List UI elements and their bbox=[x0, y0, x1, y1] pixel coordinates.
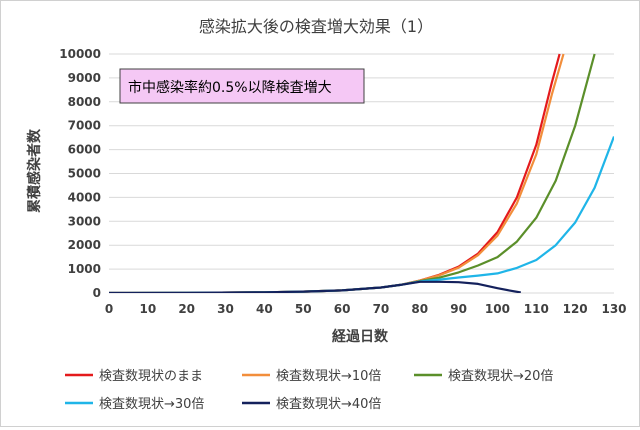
y-tick-label: 0 bbox=[93, 286, 101, 300]
y-tick-label: 5000 bbox=[68, 167, 101, 181]
legend-label-3: 検査数現状→20倍 bbox=[448, 369, 553, 384]
annotation-text: 市中感染率約0.5%以降検査増大 bbox=[128, 79, 332, 96]
y-tick-label: 10000 bbox=[59, 47, 101, 61]
x-tick-label: 110 bbox=[524, 302, 549, 316]
x-tick-label: 20 bbox=[178, 302, 195, 316]
legend-label-4: 検査数現状→30倍 bbox=[99, 397, 204, 412]
y-tick-label: 1000 bbox=[68, 262, 101, 276]
x-tick-label: 10 bbox=[139, 302, 156, 316]
x-tick-label: 100 bbox=[485, 302, 510, 316]
x-axis-label: 経過日数 bbox=[332, 328, 389, 345]
y-tick-label: 8000 bbox=[68, 95, 101, 109]
y-tick-label: 6000 bbox=[68, 143, 101, 157]
chart-title: 感染拡大後の検査増大効果（1） bbox=[199, 17, 433, 36]
x-tick-label: 70 bbox=[373, 302, 390, 316]
x-tick-labels: 0 10 20 30 40 50 60 70 80 90 100 110 120 130 bbox=[105, 302, 627, 316]
series-lines bbox=[109, 53, 614, 293]
y-tick-label: 3000 bbox=[68, 214, 101, 228]
y-tick-label: 4000 bbox=[68, 190, 101, 204]
x-tick-label: 0 bbox=[105, 302, 113, 316]
x-tick-label: 120 bbox=[563, 302, 588, 316]
legend-label-5: 検査数現状→40倍 bbox=[276, 397, 381, 412]
x-tick-label: 60 bbox=[334, 302, 351, 316]
series-line-5 bbox=[109, 280, 521, 293]
x-tick-label: 90 bbox=[450, 302, 467, 316]
y-tick-label: 7000 bbox=[68, 119, 101, 133]
legend-label-1: 検査数現状のまま bbox=[99, 369, 203, 384]
y-tick-labels: 0 1000 2000 3000 4000 5000 6000 7000 8000 9000 100… bbox=[59, 47, 101, 300]
x-tick-label: 40 bbox=[256, 302, 273, 316]
annotation-box: 市中感染率約0.5%以降検査増大 bbox=[119, 68, 365, 104]
x-tick-label: 50 bbox=[295, 302, 312, 316]
x-tick-label: 130 bbox=[601, 302, 626, 316]
legend-label-2: 検査数現状→10倍 bbox=[276, 369, 381, 384]
x-tick-label: 80 bbox=[411, 302, 428, 316]
x-tick-label: 30 bbox=[217, 302, 234, 316]
y-tick-label: 2000 bbox=[68, 238, 101, 252]
y-axis-label: 累積感染者数 bbox=[26, 128, 43, 213]
y-tick-label: 9000 bbox=[68, 71, 101, 85]
